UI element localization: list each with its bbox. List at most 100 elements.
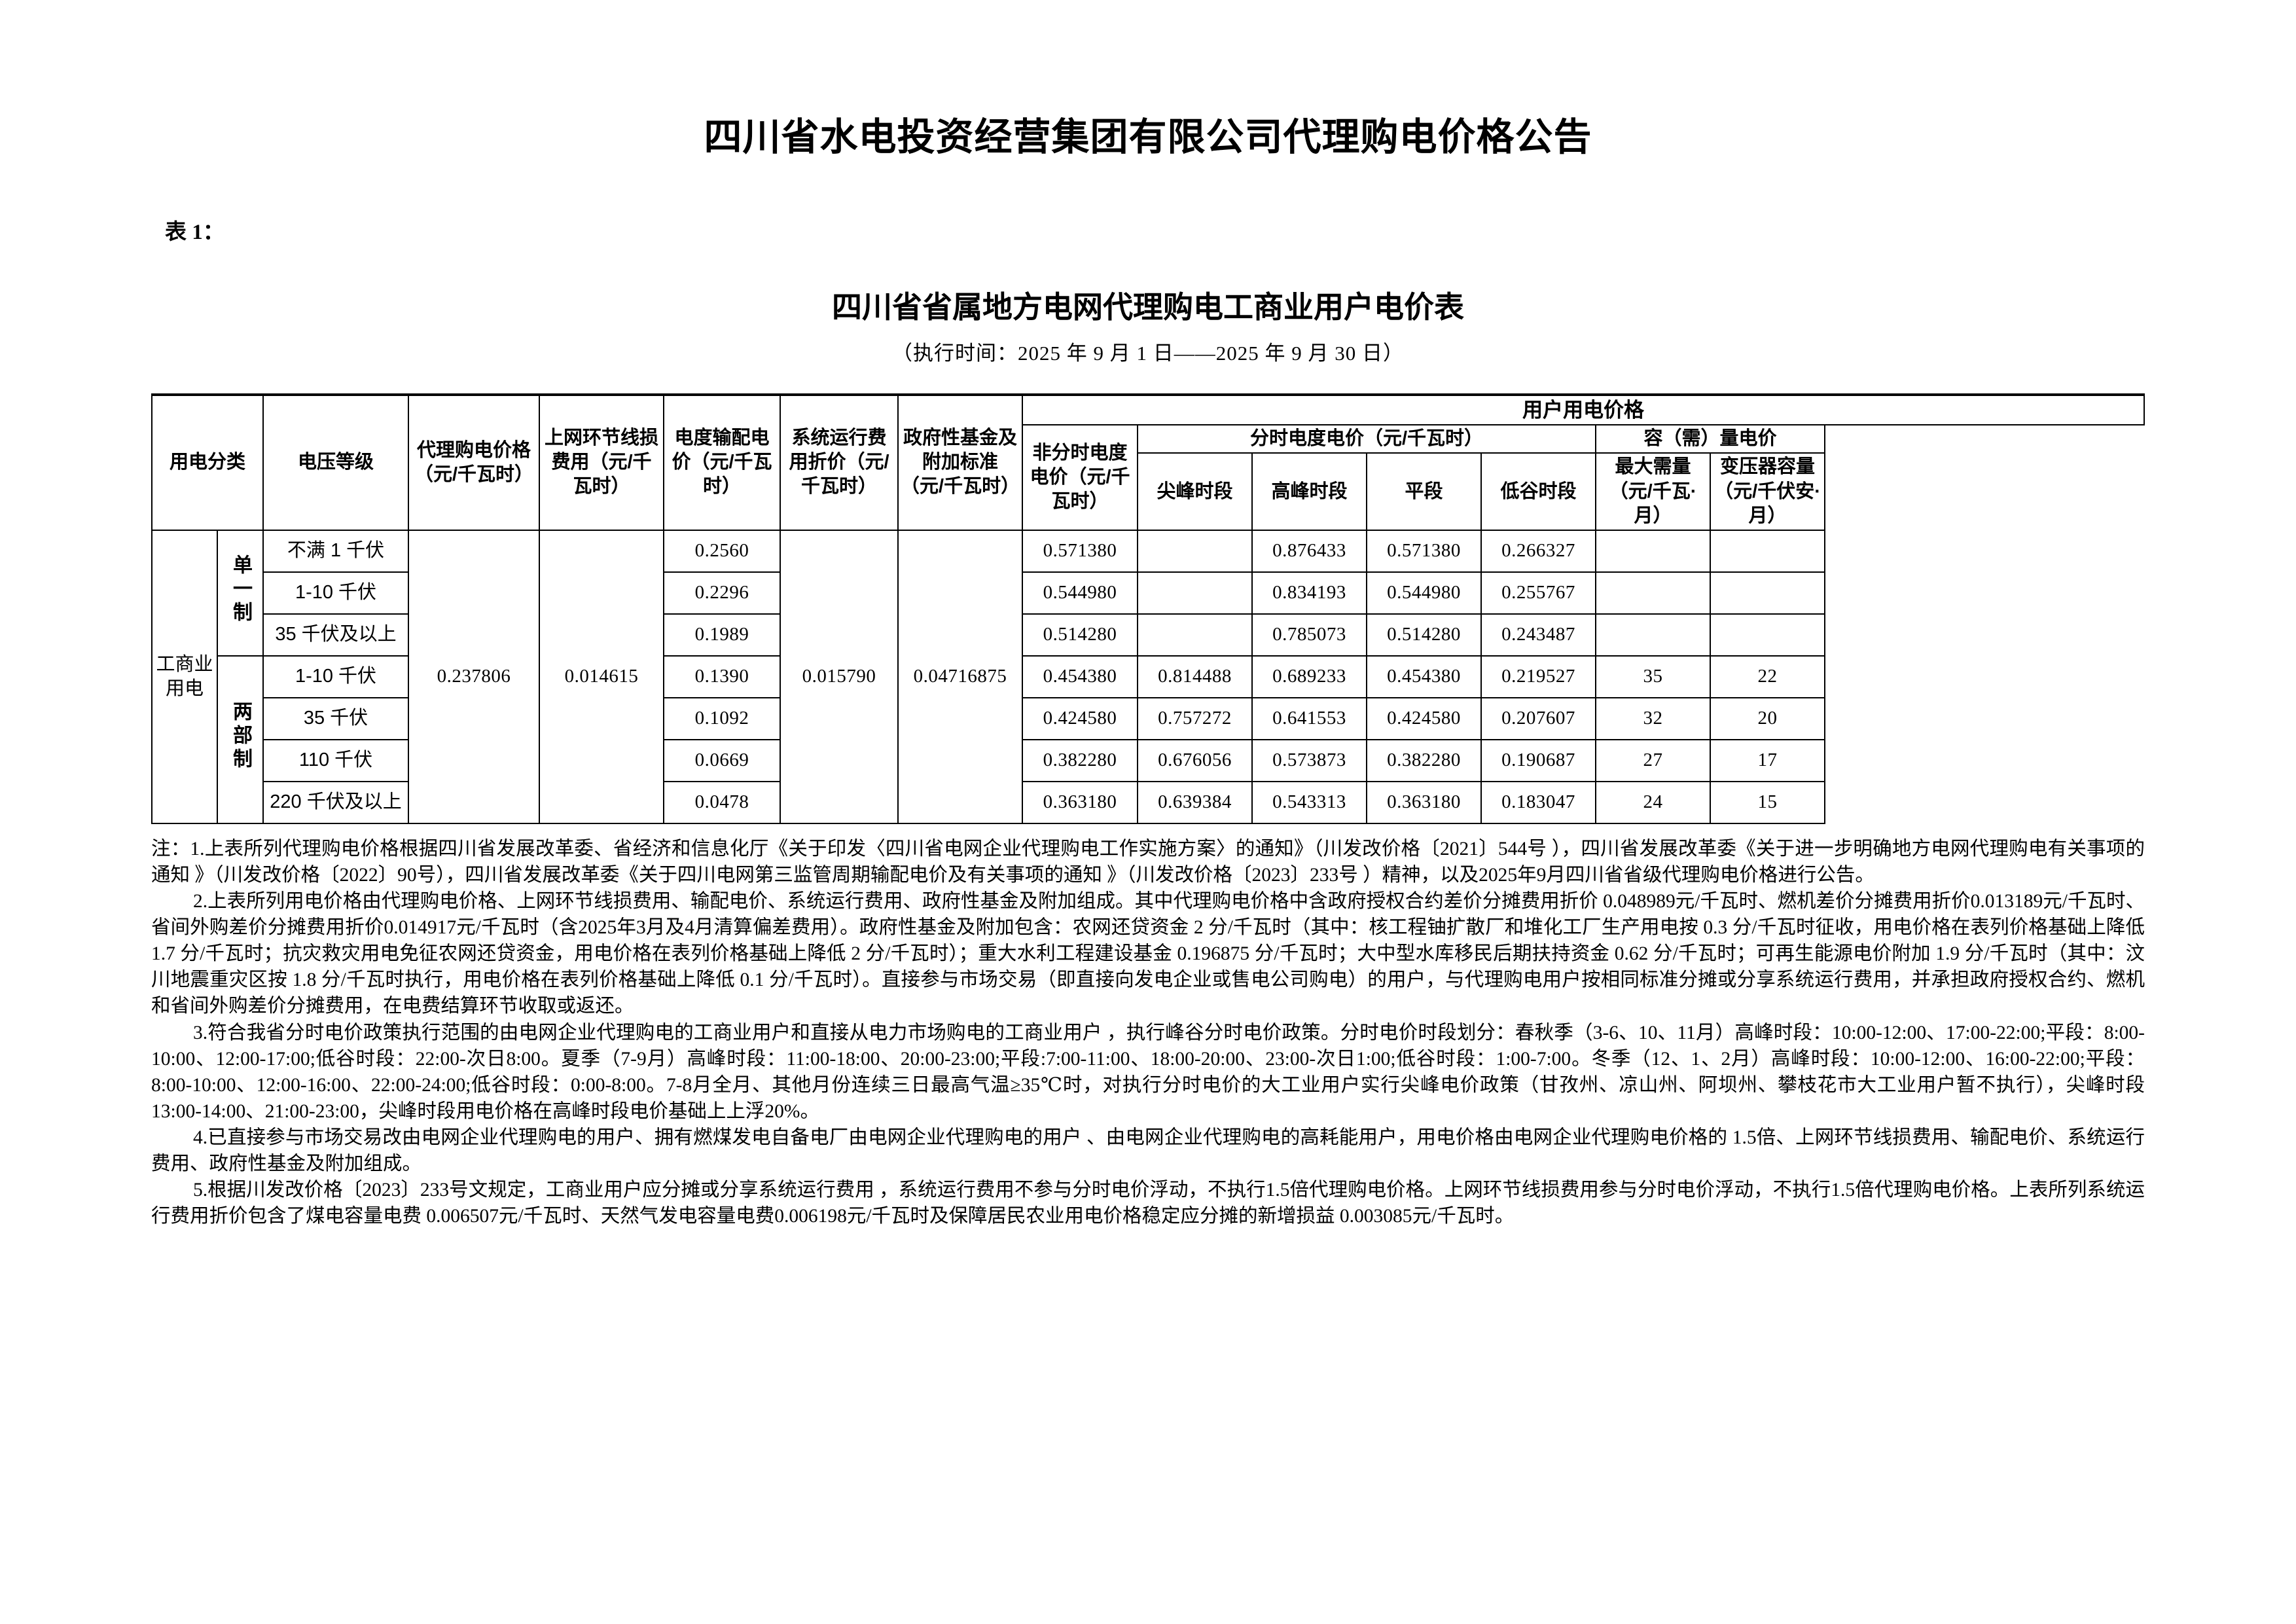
group-label: 两部制 bbox=[230, 700, 251, 772]
cell-max-demand: 24 bbox=[1595, 780, 1712, 824]
cell-transmission: 0.2296 bbox=[663, 571, 781, 615]
header-agency-price: 代理购电价格（元/千瓦时） bbox=[408, 393, 541, 531]
cell-tou-flat: 0.571380 bbox=[1366, 529, 1482, 573]
cell-tou-peak: 0.543313 bbox=[1251, 780, 1368, 824]
price-table-body: 工商业用电 单一制 不满 1 千伏 0.237806 0.014615 0.25… bbox=[151, 529, 2144, 824]
header-voltage-level: 电压等级 bbox=[262, 393, 410, 531]
table-row: 两部制 1-10 千伏 0.1390 0.454380 0.814488 0.6… bbox=[152, 655, 2144, 824]
cell-tou-flat: 0.514280 bbox=[1366, 613, 1482, 657]
header-transformer-capacity: 变压器容量（元/千伏安·月） bbox=[1710, 452, 1826, 531]
cell-group-two-part: 两部制 bbox=[216, 655, 264, 824]
cell-transmission: 0.1390 bbox=[663, 655, 781, 698]
table-row: 35 千伏 0.1092 0.424580 0.757272 0.641553 … bbox=[152, 696, 2144, 740]
cell-non-tou: 0.424580 bbox=[1022, 696, 1139, 740]
note-1: 注：1.上表所列代理购电价格根据四川省发展改革委、省经济和信息化厅《关于印发〈四… bbox=[151, 838, 2145, 886]
cell-tou-peak: 0.834193 bbox=[1251, 571, 1368, 615]
price-table: 用电分类 电压等级 代理购电价格（元/千瓦时） 上网环节线损费用（元/千瓦时） … bbox=[151, 393, 2145, 824]
header-transmission: 电度输配电价（元/千瓦时） bbox=[663, 393, 781, 531]
cell-category: 工商业用电 bbox=[151, 529, 218, 824]
cell-voltage: 1-10 千伏 bbox=[262, 571, 410, 615]
header-user-price-group: 用户用电价格 bbox=[1022, 393, 2145, 426]
cell-tou-valley: 0.266327 bbox=[1480, 529, 1597, 573]
cell-tou-flat: 0.363180 bbox=[1366, 780, 1482, 824]
cell-voltage: 35 千伏及以上 bbox=[262, 613, 410, 657]
cell-agency-price: 0.237806 bbox=[408, 529, 541, 824]
cell-tou-sharp bbox=[1137, 613, 1253, 657]
cell-transformer-capacity bbox=[1710, 613, 1826, 657]
cell-non-tou: 0.382280 bbox=[1022, 738, 1139, 782]
header-tou-valley: 低谷时段 bbox=[1480, 452, 1597, 531]
note-4: 4.已直接参与市场交易改由电网企业代理购电的用户、拥有燃煤发电自备电厂由电网企业… bbox=[151, 1127, 2145, 1175]
cell-tou-sharp: 0.757272 bbox=[1137, 696, 1253, 740]
cell-non-tou: 0.363180 bbox=[1022, 780, 1139, 824]
group-label: 单一制 bbox=[230, 554, 251, 625]
header-non-tou: 非分时电度电价（元/千瓦时） bbox=[1022, 424, 1139, 531]
cell-voltage: 110 千伏 bbox=[262, 738, 410, 782]
cell-grid-loss: 0.014615 bbox=[539, 529, 665, 824]
cell-max-demand: 32 bbox=[1595, 696, 1712, 740]
cell-tou-valley: 0.183047 bbox=[1480, 780, 1597, 824]
cell-transformer-capacity bbox=[1710, 571, 1826, 615]
cell-tou-valley: 0.219527 bbox=[1480, 655, 1597, 698]
cell-transformer-capacity bbox=[1710, 529, 1826, 573]
table-row: 110 千伏 0.0669 0.382280 0.676056 0.573873… bbox=[152, 738, 2144, 782]
cell-non-tou: 0.571380 bbox=[1022, 529, 1139, 573]
cell-gov-fund: 0.04716875 bbox=[897, 529, 1024, 824]
header-max-demand: 最大需量（元/千瓦·月） bbox=[1595, 452, 1712, 531]
table-row: 220 千伏及以上 0.0478 0.363180 0.639384 0.543… bbox=[152, 780, 2144, 824]
cell-transmission: 0.0478 bbox=[663, 780, 781, 824]
cell-transformer-capacity: 20 bbox=[1710, 696, 1826, 740]
cell-tou-valley: 0.207607 bbox=[1480, 696, 1597, 740]
cell-tou-flat: 0.382280 bbox=[1366, 738, 1482, 782]
cell-tou-flat: 0.424580 bbox=[1366, 696, 1482, 740]
cell-tou-sharp: 0.814488 bbox=[1137, 655, 1253, 698]
cell-voltage: 不满 1 千伏 bbox=[262, 529, 410, 573]
cell-tou-peak: 0.785073 bbox=[1251, 613, 1368, 657]
cell-transmission: 0.1092 bbox=[663, 696, 781, 740]
cell-max-demand bbox=[1595, 571, 1712, 615]
header-tou-group: 分时电度电价（元/千瓦时） bbox=[1137, 424, 1597, 454]
table-row: 工商业用电 单一制 不满 1 千伏 0.237806 0.014615 0.25… bbox=[151, 529, 2144, 824]
header-tou-flat: 平段 bbox=[1366, 452, 1482, 531]
note-3: 3.符合我省分时电价政策执行范围的由电网企业代理购电的工商业用户和直接从电力市场… bbox=[151, 1022, 2145, 1122]
header-system-run: 系统运行费用折价（元/千瓦时） bbox=[780, 393, 899, 531]
cell-transformer-capacity: 22 bbox=[1710, 655, 1826, 698]
cell-voltage: 35 千伏 bbox=[262, 696, 410, 740]
table-period: （执行时间：2025 年 9 月 1 日——2025 年 9 月 30 日） bbox=[892, 341, 1404, 365]
cell-transmission: 0.0669 bbox=[663, 738, 781, 782]
header-tou-peak: 高峰时段 bbox=[1251, 452, 1368, 531]
cell-tou-valley: 0.190687 bbox=[1480, 738, 1597, 782]
cell-tou-peak: 0.573873 bbox=[1251, 738, 1368, 782]
cell-tou-flat: 0.454380 bbox=[1366, 655, 1482, 698]
note-2: 2.上表所列用电价格由代理购电价格、上网环节线损费用、输配电价、系统运行费用、政… bbox=[151, 891, 2145, 1017]
header-tou-sharp: 尖峰时段 bbox=[1137, 452, 1253, 531]
cell-non-tou: 0.514280 bbox=[1022, 613, 1139, 657]
cell-tou-peak: 0.689233 bbox=[1251, 655, 1368, 698]
cell-max-demand bbox=[1595, 529, 1712, 573]
cell-tou-sharp: 0.676056 bbox=[1137, 738, 1253, 782]
header-usage-class: 用电分类 bbox=[151, 393, 264, 531]
cell-group-single: 单一制 bbox=[216, 529, 264, 657]
header-gov-fund: 政府性基金及附加标准（元/千瓦时） bbox=[897, 393, 1024, 531]
page-title: 四川省水电投资经营集团有限公司代理购电价格公告 bbox=[704, 116, 1592, 158]
cell-non-tou: 0.544980 bbox=[1022, 571, 1139, 615]
cell-voltage: 220 千伏及以上 bbox=[262, 780, 410, 824]
cell-tou-valley: 0.243487 bbox=[1480, 613, 1597, 657]
cell-voltage: 1-10 千伏 bbox=[262, 655, 410, 698]
table-label: 表 1： bbox=[165, 220, 224, 244]
table-title: 四川省省属地方电网代理购电工商业用户电价表 bbox=[832, 289, 1464, 324]
table-row: 1-10 千伏 0.2296 0.544980 0.834193 0.54498… bbox=[152, 571, 2144, 615]
cell-system-run: 0.015790 bbox=[780, 529, 899, 824]
cell-non-tou: 0.454380 bbox=[1022, 655, 1139, 698]
cell-transmission: 0.1989 bbox=[663, 613, 781, 657]
cell-tou-sharp: 0.639384 bbox=[1137, 780, 1253, 824]
cell-transmission: 0.2560 bbox=[663, 529, 781, 573]
cell-tou-sharp bbox=[1137, 571, 1253, 615]
cell-transformer-capacity: 17 bbox=[1710, 738, 1826, 782]
cell-tou-peak: 0.641553 bbox=[1251, 696, 1368, 740]
price-table-wrapper: 用电分类 电压等级 代理购电价格（元/千瓦时） 上网环节线损费用（元/千瓦时） … bbox=[151, 393, 2145, 824]
cell-tou-sharp bbox=[1137, 529, 1253, 573]
header-capacity-group: 容（需）量电价 bbox=[1595, 424, 1826, 454]
cell-max-demand: 35 bbox=[1595, 655, 1712, 698]
